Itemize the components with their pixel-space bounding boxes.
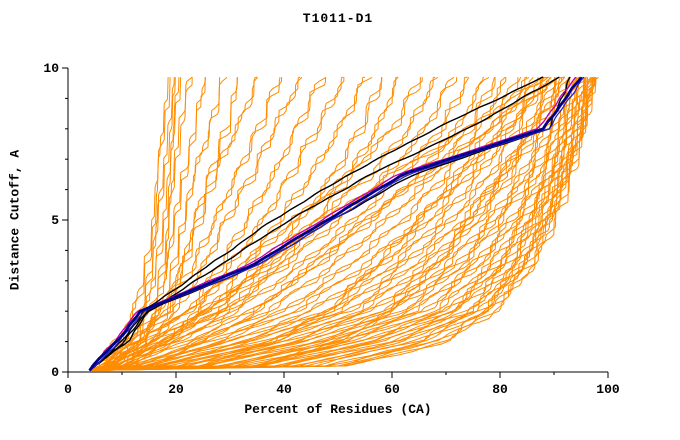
model-curve: [89, 77, 458, 371]
model-curve: [89, 77, 193, 371]
model-curve: [89, 76, 549, 371]
model-curve: [89, 77, 227, 371]
model-curve: [89, 77, 577, 371]
model-curve: [89, 77, 382, 371]
model-curve: [89, 77, 585, 371]
model-curve: [89, 77, 489, 371]
model-curve: [89, 77, 438, 371]
x-axis-label: Percent of Residues (CA): [244, 402, 432, 417]
model-curve: [89, 76, 258, 371]
model-curve: [89, 77, 558, 371]
model-curve: [89, 76, 398, 371]
chart-title: T1011-D1: [302, 11, 374, 26]
x-tick-label: 0: [64, 382, 72, 397]
model-curve: [89, 76, 566, 371]
y-axis-label: Distance Cutoff, A: [7, 149, 23, 291]
reference-curve: [89, 76, 560, 371]
x-tick-label: 40: [276, 382, 292, 397]
y-tick-label: 10: [43, 61, 59, 76]
model-curve: [89, 76, 587, 371]
model-curve: [89, 77, 552, 371]
model-curve: [89, 77, 302, 371]
model-curve: [89, 76, 468, 371]
model-curve: [89, 77, 545, 371]
x-tick-label: 100: [596, 382, 620, 397]
model-curve: [89, 77, 281, 371]
model-curve: [89, 77, 383, 371]
x-tick-label: 60: [384, 382, 400, 397]
x-tick-label: 20: [168, 382, 184, 397]
model-curve: [89, 77, 593, 371]
reference-curve: [89, 76, 544, 372]
model-curve: [89, 77, 327, 371]
model-curve: [89, 77, 539, 371]
best-model-curve: [88, 76, 583, 372]
model-curve: [89, 77, 599, 371]
magenta-curve: [89, 76, 577, 371]
x-tick-label: 80: [492, 382, 508, 397]
y-tick-label: 5: [51, 213, 59, 228]
model-curve: [89, 76, 301, 371]
model-curve: [89, 77, 597, 371]
model-curve: [89, 77, 579, 371]
y-tick-label: 0: [51, 365, 59, 380]
model-curve: [89, 77, 221, 371]
model-curve: [89, 77, 577, 371]
model-curve: [89, 76, 528, 371]
model-curve: [89, 77, 238, 371]
model-curve: [89, 77, 176, 371]
model-curve: [89, 76, 565, 371]
model-curve: [89, 77, 587, 371]
model-curve: [89, 77, 556, 371]
model-curve: [89, 76, 506, 371]
model-curve: [89, 77, 421, 371]
blue-thin-curve: [89, 76, 585, 371]
model-curve: [89, 77, 597, 371]
model-curve: [89, 77, 529, 371]
model-curve: [89, 77, 596, 371]
model-curve: [89, 76, 571, 371]
model-curve: [89, 77, 551, 371]
